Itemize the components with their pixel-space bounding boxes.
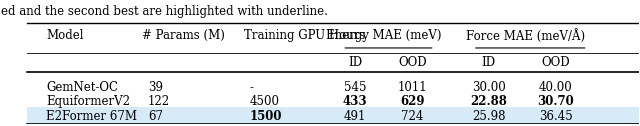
Text: ed and the second best are highlighted with underline.: ed and the second best are highlighted w… [1,5,328,18]
Text: 39: 39 [148,81,163,94]
Text: # Params (M): # Params (M) [141,29,225,42]
Text: EquiformerV2: EquiformerV2 [46,95,130,108]
Text: 629: 629 [400,95,425,108]
Text: 30.00: 30.00 [472,81,506,94]
Text: 25.98: 25.98 [472,110,506,123]
Text: 433: 433 [343,95,367,108]
Text: 67: 67 [148,110,163,123]
Text: Training GPU Hours: Training GPU Hours [244,29,365,42]
Text: Energy MAE (meV): Energy MAE (meV) [326,29,442,42]
Text: OOD: OOD [398,56,427,69]
Text: -: - [250,81,254,94]
Text: Force MAE (meV/Å): Force MAE (meV/Å) [466,29,585,43]
Text: GemNet-OC: GemNet-OC [46,81,118,94]
Text: 4500: 4500 [250,95,280,108]
Text: 545: 545 [344,81,366,94]
Text: 724: 724 [401,110,424,123]
Text: 36.45: 36.45 [539,110,573,123]
Text: 491: 491 [344,110,366,123]
Text: 30.70: 30.70 [538,95,574,108]
Text: 122: 122 [148,95,170,108]
Text: 22.88: 22.88 [470,95,508,108]
Text: 40.00: 40.00 [539,81,573,94]
FancyBboxPatch shape [27,107,639,126]
Text: OOD: OOD [541,56,570,69]
Text: ID: ID [348,56,362,69]
Text: Model: Model [46,29,83,42]
Text: E2Former 67M: E2Former 67M [46,110,137,123]
Text: 1011: 1011 [397,81,428,94]
Text: 1500: 1500 [250,110,282,123]
Text: ID: ID [482,56,496,69]
